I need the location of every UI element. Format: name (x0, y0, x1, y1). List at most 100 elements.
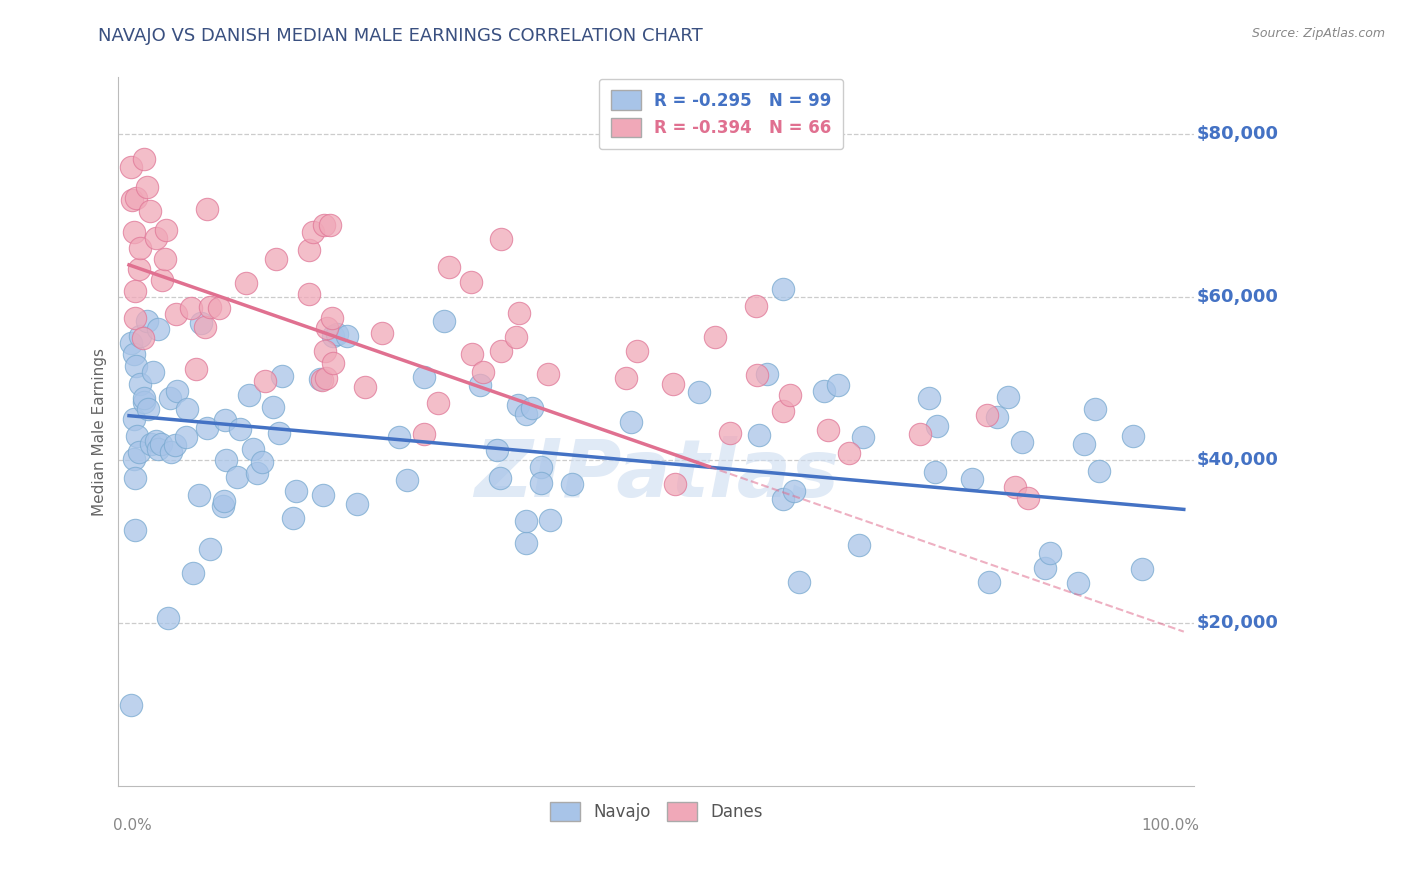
Point (962, 472, 984, 486)
Point (508, 306, 530, 320)
Point (619, 415, 641, 429)
Point (772, 404, 794, 418)
Point (1088, 464, 1111, 478)
Point (124, 452, 146, 467)
Point (1017, 491, 1039, 505)
Point (827, 377, 849, 392)
Point (125, 359, 148, 373)
Point (124, 284, 146, 298)
Point (200, 542, 222, 557)
Point (986, 409, 1008, 424)
Point (122, 225, 145, 239)
Point (155, 223, 177, 237)
Point (208, 301, 231, 315)
Point (661, 377, 683, 392)
Point (336, 329, 359, 343)
Text: $40,000: $40,000 (1197, 451, 1278, 469)
Text: $80,000: $80,000 (1197, 126, 1278, 144)
Point (614, 370, 637, 384)
Point (125, 429, 148, 443)
Point (530, 476, 553, 491)
Point (195, 202, 218, 216)
Point (412, 370, 434, 384)
Point (997, 390, 1019, 404)
Point (311, 373, 333, 387)
Point (396, 473, 419, 487)
Text: ZIPatlas: ZIPatlas (474, 435, 839, 514)
Point (226, 470, 249, 484)
Point (505, 330, 527, 344)
Point (319, 218, 342, 232)
Point (285, 483, 308, 498)
Point (139, 203, 162, 218)
Point (165, 307, 187, 321)
Point (1039, 546, 1062, 560)
Point (560, 476, 582, 491)
Point (506, 398, 529, 412)
Point (211, 500, 233, 514)
Point (254, 375, 277, 389)
Text: 0.0%: 0.0% (112, 818, 152, 833)
Text: 100.0%: 100.0% (1142, 818, 1199, 833)
Point (181, 566, 204, 581)
Point (322, 356, 344, 370)
Point (977, 575, 1000, 590)
Point (124, 471, 146, 485)
Point (159, 391, 181, 405)
Point (787, 575, 810, 590)
Text: $60,000: $60,000 (1197, 288, 1278, 307)
Point (124, 412, 146, 426)
Point (165, 438, 187, 452)
Point (134, 391, 156, 405)
Point (132, 331, 155, 345)
Point (128, 261, 150, 276)
Point (128, 376, 150, 391)
Point (262, 400, 284, 414)
Point (166, 384, 188, 398)
Point (489, 343, 512, 358)
Point (135, 313, 157, 327)
Point (146, 322, 169, 336)
Point (128, 445, 150, 459)
Y-axis label: Median Male Earnings: Median Male Earnings (93, 348, 107, 516)
Point (322, 328, 344, 343)
Point (124, 523, 146, 537)
Point (412, 427, 434, 442)
Point (388, 430, 411, 444)
Point (772, 282, 794, 296)
Point (439, 260, 461, 274)
Point (745, 299, 768, 313)
Point (270, 369, 292, 384)
Point (468, 378, 491, 392)
Point (838, 445, 860, 459)
Point (1122, 429, 1144, 443)
Point (120, 698, 142, 712)
Point (174, 430, 197, 444)
Point (813, 384, 835, 399)
Point (297, 243, 319, 257)
Point (190, 316, 212, 330)
Point (485, 443, 508, 458)
Point (538, 514, 561, 528)
Point (426, 396, 449, 410)
Point (703, 330, 725, 344)
Point (120, 160, 142, 174)
Point (159, 445, 181, 459)
Point (848, 538, 870, 552)
Point (747, 368, 769, 383)
Point (242, 442, 264, 457)
Point (779, 387, 801, 401)
Point (156, 611, 179, 625)
Point (145, 231, 167, 245)
Point (783, 484, 806, 499)
Point (132, 395, 155, 409)
Point (184, 362, 207, 376)
Point (129, 328, 152, 343)
Point (515, 536, 537, 550)
Point (309, 372, 332, 386)
Point (748, 427, 770, 442)
Point (149, 437, 172, 451)
Point (180, 301, 202, 316)
Point (924, 465, 946, 479)
Point (124, 310, 146, 325)
